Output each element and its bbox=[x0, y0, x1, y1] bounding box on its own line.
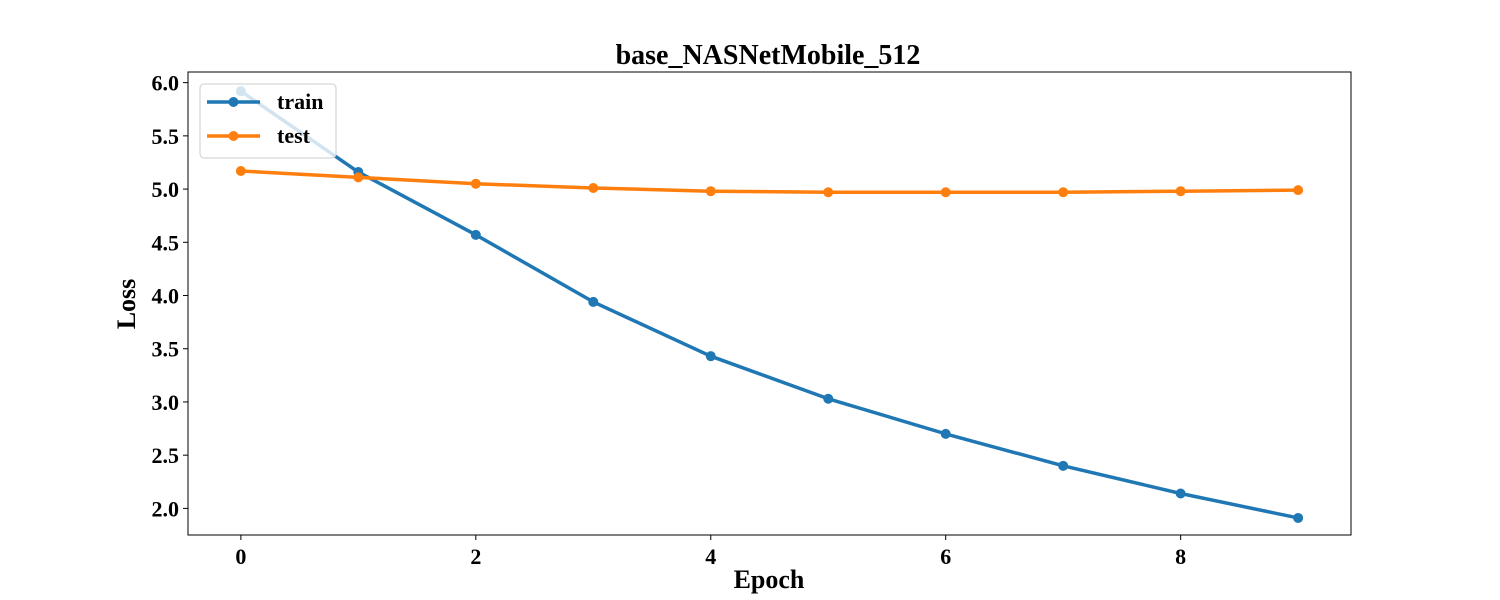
data-point-train bbox=[470, 229, 481, 240]
data-point-train bbox=[823, 393, 834, 404]
y-tick-label: 2.0 bbox=[152, 496, 180, 521]
data-point-train bbox=[705, 351, 716, 362]
series-line-train bbox=[239, 89, 1300, 520]
data-point-train bbox=[588, 296, 599, 307]
data-point-test bbox=[1293, 185, 1304, 196]
plot-area bbox=[235, 86, 1304, 523]
legend-label: test bbox=[277, 123, 311, 148]
y-axis: 2.0 2.5 3.0 3.5 4.0 4.5 5.0 5.5 6.0 bbox=[152, 71, 188, 521]
data-point-train bbox=[1058, 460, 1069, 471]
data-point-test bbox=[940, 187, 951, 198]
data-point-test bbox=[353, 172, 364, 183]
x-tick-label: 0 bbox=[235, 544, 246, 569]
data-point-train bbox=[1293, 512, 1304, 523]
x-tick-label: 8 bbox=[1175, 544, 1186, 569]
data-point-test bbox=[823, 187, 834, 198]
data-point-test bbox=[588, 183, 599, 194]
data-point-test bbox=[705, 186, 716, 197]
y-tick-label: 3.5 bbox=[152, 337, 180, 362]
x-tick-label: 4 bbox=[705, 544, 716, 569]
data-point-test bbox=[470, 178, 481, 189]
y-tick-label: 2.5 bbox=[152, 443, 180, 468]
y-tick-label: 4.5 bbox=[152, 230, 180, 255]
data-point-test bbox=[1058, 187, 1069, 198]
x-tick-label: 6 bbox=[940, 544, 951, 569]
y-axis-label: Loss bbox=[112, 279, 141, 330]
series-line-test bbox=[239, 169, 1300, 195]
x-tick-label: 2 bbox=[470, 544, 481, 569]
y-tick-label: 3.0 bbox=[152, 390, 180, 415]
y-tick-label: 5.5 bbox=[152, 124, 180, 149]
y-tick-label: 4.0 bbox=[152, 284, 180, 309]
data-point-train bbox=[940, 428, 951, 439]
x-axis: 0 2 4 6 8 bbox=[235, 535, 1186, 569]
legend-swatch-marker bbox=[228, 97, 239, 107]
legend: train test bbox=[199, 83, 337, 159]
legend-swatch-marker bbox=[228, 131, 239, 141]
y-tick-label: 5.0 bbox=[152, 177, 180, 202]
plot-frame bbox=[187, 71, 1352, 536]
y-tick-label: 6.0 bbox=[152, 71, 180, 96]
x-axis-label: Epoch bbox=[734, 565, 805, 594]
legend-label: train bbox=[277, 89, 323, 114]
chart-title: base_NASNetMobile_512 bbox=[616, 40, 921, 71]
data-point-test bbox=[235, 165, 246, 176]
data-point-test bbox=[1175, 186, 1186, 197]
data-point-train bbox=[1175, 488, 1186, 499]
